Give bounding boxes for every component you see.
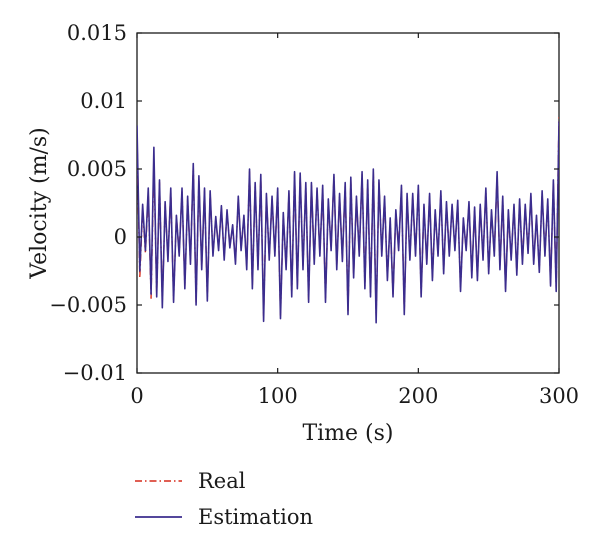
plot-frame bbox=[136, 32, 560, 374]
x-axis: 0 100 200 300 bbox=[130, 33, 579, 408]
y-axis: −0.01 −0.005 0 0.005 0.01 0.015 bbox=[49, 21, 559, 385]
x-tick-label: 200 bbox=[398, 384, 438, 408]
x-tick-label: 0 bbox=[130, 384, 143, 408]
y-axis-title: Velocity (m/s) bbox=[27, 127, 52, 280]
y-tick-label: 0.01 bbox=[80, 89, 127, 113]
x-tick-label: 100 bbox=[258, 384, 298, 408]
y-tick-label: 0.015 bbox=[67, 21, 127, 45]
y-tick-label: −0.01 bbox=[63, 361, 127, 385]
legend-label-real: Real bbox=[198, 469, 246, 493]
x-axis-title: Time (s) bbox=[302, 421, 393, 446]
plot-area bbox=[137, 117, 559, 324]
legend-label-estimation: Estimation bbox=[198, 505, 313, 529]
y-tick-label: 0.005 bbox=[67, 157, 127, 181]
y-tick-label: 0 bbox=[114, 225, 127, 249]
series-line-estimation bbox=[137, 121, 559, 324]
x-tick-label: 300 bbox=[539, 384, 579, 408]
y-tick-label: −0.005 bbox=[49, 293, 127, 317]
legend: Real Estimation bbox=[135, 469, 313, 529]
